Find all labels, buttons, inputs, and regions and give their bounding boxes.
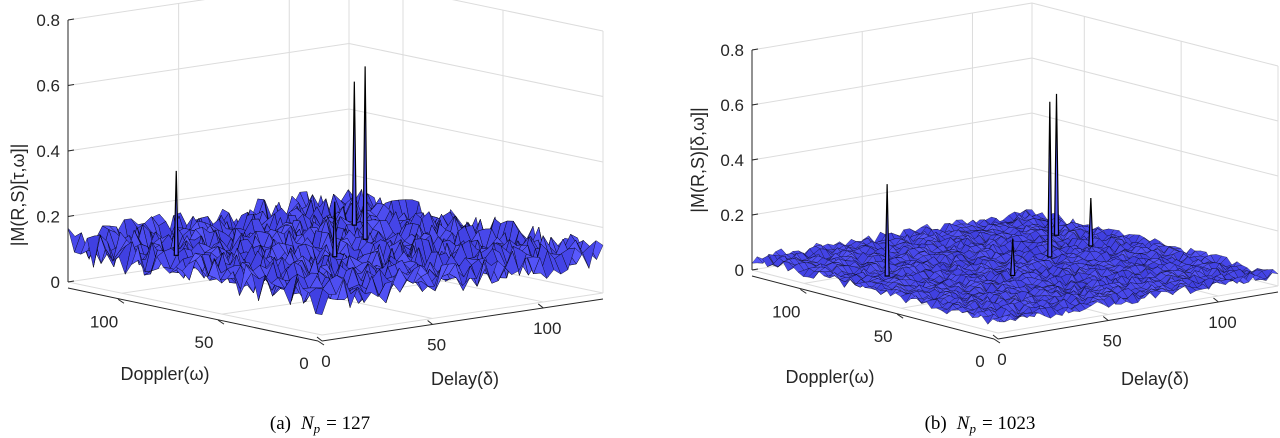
grid-line-z [67, 42, 604, 97]
x-tick [992, 334, 999, 340]
surface-cell [315, 288, 330, 316]
x-tick [427, 320, 433, 325]
x-tick [316, 336, 323, 342]
z-tick [67, 84, 75, 86]
x-tick-label: 0 [997, 350, 1006, 369]
z-tick [751, 268, 759, 271]
grid-floor-x [67, 281, 323, 336]
x-tick-label: 50 [1103, 331, 1122, 350]
y-tick-label: 100 [90, 312, 118, 331]
x-tick-label: 0 [321, 352, 330, 371]
y-tick-label: 100 [772, 302, 800, 321]
grid-line-z [67, 108, 604, 163]
x-tick-label: 50 [427, 335, 446, 354]
panel-a-x-axis-label: Delay(δ) [431, 369, 499, 389]
x-axis-line [321, 298, 604, 342]
x-tick [1213, 297, 1219, 303]
surface-peak [332, 201, 338, 258]
z-tick-label: 0.8 [36, 11, 60, 30]
z-tick [751, 158, 759, 161]
panel-b-z-axis-label: |M(R,S)[δ,ω]| [688, 107, 708, 212]
x-tick [537, 303, 544, 309]
grid-line-z [751, 112, 1279, 177]
surface-peak [1088, 198, 1094, 247]
z-tick-label: 0.2 [36, 208, 60, 227]
y-tick-label: 50 [195, 333, 214, 352]
y-tick [217, 319, 225, 325]
grid-floor-x [751, 269, 999, 334]
z-tick-label: 0.4 [720, 151, 744, 170]
z-tick-label: 0.6 [36, 77, 60, 96]
surface-peak [1053, 93, 1060, 236]
z-tick [67, 149, 75, 152]
grid-floor-y [997, 285, 1279, 334]
panel-a-axes: 0 50 100 0 50 100 0 0.2 0.4 0.6 0.8 [36, 11, 604, 373]
y-tick-label: 0 [975, 352, 984, 371]
x-tick [1102, 316, 1109, 321]
z-tick [67, 18, 75, 21]
grid-floor-y [321, 292, 604, 336]
surface-peak [173, 170, 179, 256]
grid-line-z [67, 0, 604, 32]
panel-b-surface [751, 93, 1279, 325]
y-tick [117, 298, 125, 304]
y-tick [993, 338, 1001, 344]
panel-a-z-axis-label: |M(R,S)[τ,ω]| [8, 144, 28, 247]
panel-b-caption: (b) Np = 1023 [925, 413, 1036, 436]
z-tick-label: 0.4 [36, 142, 60, 161]
y-axis-line [67, 287, 319, 342]
y-tick-label: 50 [874, 327, 893, 346]
z-tick [751, 48, 759, 51]
z-tick [751, 103, 759, 106]
z-tick [751, 213, 759, 216]
z-tick-label: 0.6 [720, 96, 744, 115]
x-tick-label: 100 [533, 319, 561, 338]
panel-b-y-axis-label: Doppler(ω) [785, 367, 874, 387]
surface-peak [1047, 101, 1053, 258]
x-tick-label: 100 [1208, 313, 1236, 332]
panel-a-surface [67, 66, 604, 316]
z-tick-label: 0.2 [720, 206, 744, 225]
panel-a-caption: (a) Np = 127 [270, 413, 370, 436]
panel-a-y-axis-label: Doppler(ω) [120, 364, 209, 384]
z-tick-label: 0 [735, 261, 744, 280]
z-tick-label: 0.8 [720, 41, 744, 60]
z-tick [67, 215, 75, 217]
z-tick-label: 0 [51, 273, 60, 292]
panel-b-x-axis-label: Delay(δ) [1121, 369, 1189, 389]
y-tick-label: 0 [299, 354, 308, 373]
surface-peak [884, 184, 890, 277]
z-tick [67, 280, 75, 283]
surface-peak [362, 66, 368, 240]
grid-line-z [751, 2, 1279, 67]
surface-peak [351, 81, 357, 226]
grid-line-z [751, 57, 1279, 122]
y-tick [317, 340, 325, 346]
